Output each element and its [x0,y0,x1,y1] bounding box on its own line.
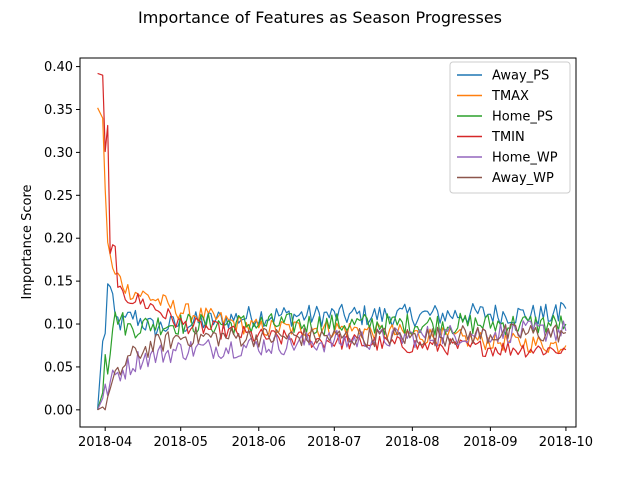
x-tick-label: 2018-05 [154,435,208,450]
series-line-tmin [97,72,567,358]
y-tick-label: 0.35 [44,103,73,118]
y-tick-label: 0.20 [44,232,73,247]
y-tick-label: 0.15 [44,275,73,290]
x-tick-label: 2018-07 [307,435,361,450]
series-line-away-wp [97,323,567,411]
legend-label: Away_WP [492,171,554,186]
series-line-home-ps [97,311,567,410]
chart-title: Importance of Features as Season Progres… [138,8,502,27]
series-layer [97,72,567,411]
y-axis-label: Importance Score [20,184,35,299]
x-tick-label: 2018-08 [385,435,439,450]
axes-layer: 0.00 0.05 0.10 0.15 0.20 0.25 0.30 0.35 0.40 2018… [44,60,593,450]
y-tick-label: 0.05 [44,360,73,375]
y-tick-label: 0.00 [44,403,73,418]
x-tick-label: 2018-10 [539,435,593,450]
series-line-home-wp [97,320,567,411]
legend-label: Home_WP [492,151,558,166]
legend: Away_PS TMAX Home_PS TMIN Home_WP Away_WP [449,61,571,194]
legend-label: TMAX [491,89,529,104]
x-tick-label: 2018-06 [232,435,286,450]
y-tick-label: 0.25 [44,189,73,204]
y-tick-label: 0.10 [44,318,73,333]
legend-label: TMIN [491,130,525,145]
x-tick-label: 2018-09 [463,435,517,450]
plot-frame [79,57,577,428]
legend-label: Home_PS [492,110,553,125]
y-tick-label: 0.40 [44,60,73,75]
y-tick-label: 0.30 [44,146,73,161]
x-tick-label: 2018-04 [78,435,132,450]
legend-label: Away_PS [492,69,549,84]
